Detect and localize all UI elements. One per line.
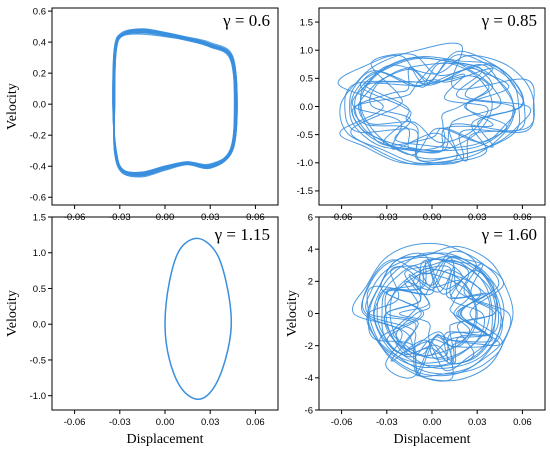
panel-gamma-1-60: γ = 1.60 Velocity Displacement -0.06 -0.0… (285, 212, 546, 447)
x-tick-label: -0.03 (376, 417, 398, 428)
y-tick-label: -0.2 (30, 130, 46, 141)
axes-frame (318, 7, 546, 206)
trajectory-loop (113, 31, 238, 177)
trajectory-loop (389, 265, 486, 357)
trajectory-loop (112, 32, 238, 174)
trajectory-loop (373, 252, 504, 375)
trajectory-loop (112, 29, 238, 175)
y-tick-label: -2 (305, 341, 313, 352)
y-tick-label: 0.6 (33, 6, 46, 17)
x-tick-label: 0.03 (201, 417, 220, 428)
y-axis-label: Velocity (5, 83, 20, 130)
plot-area (351, 242, 514, 382)
plot-area (164, 237, 233, 401)
y-tick-label: -0.5 (297, 130, 313, 141)
panel-title: γ = 1.15 (214, 225, 270, 244)
trajectory-loop (398, 269, 491, 360)
y-tick-label: 0.0 (33, 320, 46, 331)
trajectory-loop (113, 33, 238, 175)
x-tick-label: -0.06 (64, 417, 86, 428)
panel-gamma-0-85: γ = 0.85 -0.06 -0.03 0.00 0.03 0.06-1.5-1.0-… (297, 7, 546, 223)
trajectory-loop (112, 30, 238, 178)
trajectory-loop (373, 265, 478, 358)
trajectory-loop (360, 57, 514, 152)
x-axis-label: Displacement (127, 432, 204, 447)
trajectory-loop (113, 29, 238, 175)
y-tick-label: 0.0 (33, 99, 46, 110)
plot-area (337, 42, 535, 166)
panel-gamma-1-15: γ = 1.15 Velocity Displacement -0.06 -0.0… (5, 212, 279, 447)
trajectory-loop (369, 62, 510, 148)
trajectory-loop (385, 260, 499, 367)
x-tick-label: -0.06 (331, 417, 353, 428)
y-axis-label: Velocity (285, 290, 300, 337)
panel-title: γ = 1.60 (481, 225, 537, 244)
y-tick-label: -1.5 (297, 186, 313, 197)
trajectory-path (164, 237, 233, 401)
axes-frame (318, 216, 546, 411)
trajectory-loop (351, 242, 504, 379)
y-tick-label: 1.0 (300, 46, 313, 57)
trajectory-loop (349, 67, 494, 154)
axes-frame (51, 7, 279, 206)
y-tick-label: 1.0 (33, 248, 46, 259)
trajectory-loop (363, 54, 521, 162)
y-tick-label: -6 (305, 405, 313, 416)
y-tick-label: -0.6 (30, 193, 46, 204)
y-tick-label: 1.5 (33, 212, 46, 223)
y-tick-label: 0.4 (33, 37, 46, 48)
panel-title: γ = 0.6 (222, 11, 270, 30)
y-tick-label: -1.0 (297, 158, 313, 169)
trajectory-loop (113, 28, 235, 176)
y-tick-label: 0.2 (33, 68, 46, 79)
y-tick-label: 1.5 (300, 17, 313, 28)
x-tick-label: 0.06 (513, 417, 532, 428)
y-tick-label: -0.4 (30, 162, 46, 173)
y-tick-label: 4 (308, 244, 313, 255)
y-tick-label: 0.5 (300, 74, 313, 85)
y-tick-label: 0 (308, 309, 313, 320)
trajectory-loop (350, 62, 493, 153)
y-tick-label: 0.5 (33, 284, 46, 295)
panel-gamma-0-6: γ = 0.6 Velocity -0.06 -0.03 0.00 0.03 0.06-… (5, 6, 279, 223)
y-tick-label: 2 (308, 277, 313, 288)
y-axis-label: Velocity (5, 290, 20, 337)
panel-title: γ = 0.85 (481, 11, 537, 30)
trajectory-loop (339, 42, 535, 165)
trajectory-loop (369, 245, 514, 382)
trajectory-loop (113, 31, 237, 174)
x-tick-label: 0.00 (423, 417, 442, 428)
trajectory-loop (361, 250, 501, 382)
trajectory-loop (112, 28, 236, 176)
trajectory-loop (357, 68, 489, 144)
x-tick-label: 0.03 (468, 417, 487, 428)
y-tick-label: -4 (305, 373, 313, 384)
plot-area (112, 28, 238, 178)
trajectory-loop (360, 252, 502, 377)
trajectory-loop (395, 266, 500, 363)
x-tick-label: 0.00 (156, 417, 175, 428)
trajectory-loop (365, 256, 493, 372)
trajectory-loop (112, 32, 237, 176)
y-tick-label: -1.0 (30, 391, 46, 402)
y-tick-label: 6 (308, 212, 313, 223)
trajectory-loop (351, 55, 535, 162)
trajectory-loop (113, 30, 236, 177)
trajectory-loop (351, 58, 502, 152)
trajectory-loop (113, 30, 236, 174)
x-tick-label: -0.03 (109, 417, 131, 428)
trajectory-loop (113, 28, 238, 177)
x-axis-label: Displacement (394, 432, 471, 447)
y-tick-label: -0.5 (30, 355, 46, 366)
trajectory-loop (112, 31, 236, 175)
x-tick-label: 0.06 (246, 417, 265, 428)
y-tick-label: 0.0 (300, 102, 313, 113)
